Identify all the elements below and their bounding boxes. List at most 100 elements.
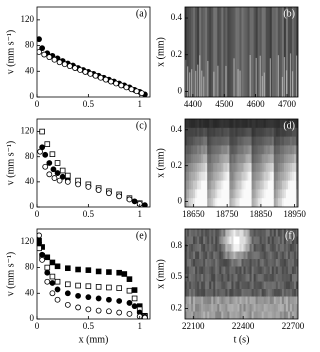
image-cell (207, 198, 210, 207)
image-cell (241, 198, 245, 207)
image-cell (227, 244, 230, 252)
image-cell (191, 198, 194, 207)
image-cell (267, 229, 271, 237)
image-cell (279, 154, 283, 164)
image-cell (225, 236, 228, 245)
y-tick-label: 0.2 (171, 160, 182, 170)
image-cell (185, 7, 188, 97)
image-cell (279, 251, 283, 260)
x-tick-label: 22100 (182, 321, 205, 331)
image-cell (237, 266, 240, 275)
image-cell (283, 154, 287, 164)
image-cell (249, 251, 253, 260)
image-cell (245, 171, 249, 182)
image-cell (279, 296, 283, 305)
image-cell (277, 296, 281, 305)
image-cell (283, 311, 287, 319)
image-cell (219, 180, 222, 190)
image-cell (201, 251, 204, 260)
image-cell (225, 274, 228, 282)
image-cell (293, 244, 297, 252)
marker-square (106, 269, 112, 275)
image-cell (199, 189, 202, 199)
image-cell (227, 136, 230, 146)
marker-circle (49, 290, 56, 297)
marker-circle (61, 61, 68, 68)
image-cell (233, 244, 236, 252)
marker-circle (126, 300, 133, 306)
image-cell (251, 289, 255, 297)
image-cell (281, 274, 285, 282)
image-cell (269, 127, 273, 138)
image-cell (185, 127, 188, 138)
image-cell (201, 311, 204, 319)
image-cell (207, 251, 210, 260)
marker-square (75, 282, 81, 289)
image-cell (293, 163, 297, 173)
image-cell (261, 304, 265, 312)
image-cell (195, 180, 198, 190)
image-cell (271, 244, 275, 252)
image-cell (281, 236, 285, 245)
image-cell (253, 236, 257, 245)
y-tick-label: 80 (25, 262, 35, 272)
image-cell (267, 304, 271, 312)
image-cell (249, 136, 253, 146)
image-cell (219, 171, 222, 182)
image-cell (285, 281, 289, 290)
image-cell (193, 311, 196, 319)
image-cell (275, 189, 279, 199)
image-cell (275, 311, 279, 319)
image-cell (247, 229, 251, 237)
image-cell (283, 57, 286, 97)
panel-label: (c) (136, 120, 147, 131)
image-cell (217, 229, 220, 237)
image-cell (211, 189, 214, 199)
image-cell (209, 281, 212, 290)
image-cell (253, 266, 257, 275)
image-cell (213, 163, 216, 173)
marker-circle (95, 295, 102, 302)
image-cell (211, 296, 214, 305)
image-cell (255, 7, 259, 97)
image-cell (247, 244, 251, 252)
image-cell (279, 119, 283, 129)
image-cell (269, 180, 273, 190)
image-cell (187, 244, 190, 252)
image-cell (247, 274, 251, 282)
marker-circle (39, 256, 46, 263)
image-cell (243, 274, 247, 282)
image-cell (195, 274, 198, 282)
image-cell (257, 180, 261, 190)
marker-square (44, 254, 51, 261)
image-cell (261, 236, 265, 245)
image-cell (225, 189, 228, 199)
image-cell (243, 136, 247, 146)
image-cell (235, 154, 238, 164)
image-cell (201, 236, 204, 245)
image-cell (273, 127, 277, 138)
image-cell (189, 274, 192, 282)
image-cell (251, 180, 255, 190)
image-cell (237, 244, 240, 252)
image-cell (249, 171, 253, 182)
image-cell (245, 145, 249, 155)
image-cell (197, 259, 200, 267)
image-cell (251, 304, 255, 312)
image-cell (271, 304, 275, 312)
image-cell (189, 311, 192, 319)
image-cell (261, 7, 265, 97)
image-cell (233, 198, 236, 207)
image-cell (189, 244, 192, 252)
image-cell (191, 296, 194, 305)
image-cell (243, 145, 247, 155)
y-tick-label: 0 (30, 201, 35, 211)
image-cell (205, 259, 208, 267)
image-cell (249, 259, 253, 267)
image-cell (195, 189, 198, 199)
image-cell (287, 198, 291, 207)
image-cell (271, 311, 275, 319)
image-cell (291, 119, 295, 129)
image-cell (239, 311, 242, 319)
